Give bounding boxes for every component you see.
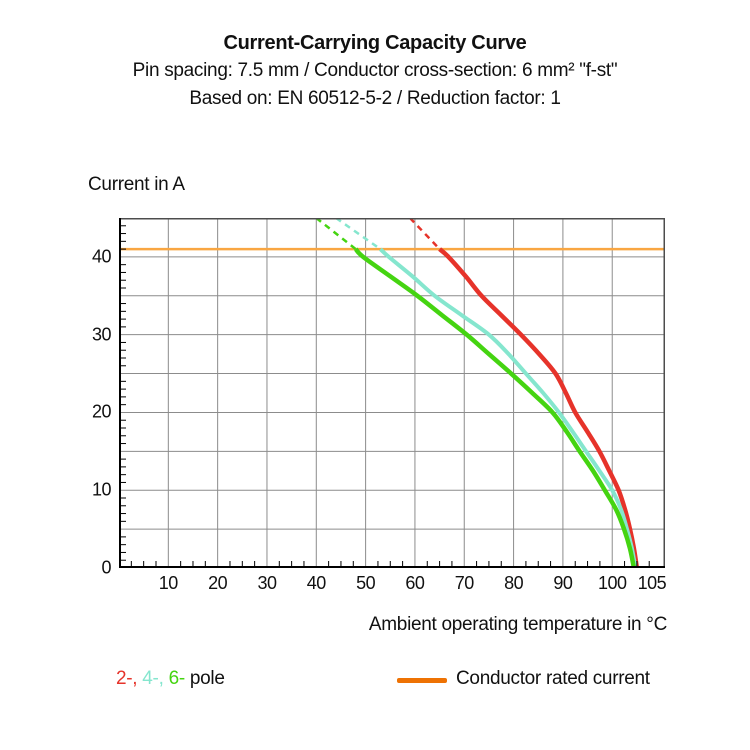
legend-row: 2-, 4-, 6- pole Conductor rated current xyxy=(0,668,750,694)
chart-title: Current-Carrying Capacity Curve xyxy=(223,32,527,54)
y-tick-label-20: 20 xyxy=(91,401,112,422)
pole-legend-item-6: 6- xyxy=(168,668,186,689)
chart-subtitle-pin-spacing: Pin spacing: 7.5 mm / Conductor cross-se… xyxy=(132,60,618,81)
x-tick-label-90: 90 xyxy=(553,573,573,593)
y-tick-label-0: 0 xyxy=(101,557,111,578)
curve-4-pole-dashed-lead xyxy=(335,218,382,251)
pole-legend: 2-, 4-, 6- pole xyxy=(116,668,230,690)
capacity-curve-plot xyxy=(119,218,665,568)
rated-current-line-swatch xyxy=(397,678,447,683)
chart-subtitle-standard: Based on: EN 60512-5-2 / Reduction facto… xyxy=(189,88,561,109)
curve-6-pole-dashed-lead xyxy=(315,218,357,251)
pole-legend-item-4: 4-, xyxy=(142,668,164,689)
x-tick-label-70: 70 xyxy=(454,573,475,593)
x-tick-label-10: 10 xyxy=(158,573,179,593)
pole-legend-suffix: pole xyxy=(189,668,225,689)
x-axis-title: Ambient operating temperature in °C xyxy=(368,614,667,635)
x-tick-label-100: 100 xyxy=(597,573,627,593)
x-tick-label-60: 60 xyxy=(405,573,425,593)
rated-current-legend-label: Conductor rated current xyxy=(456,668,650,689)
x-tick-label-80: 80 xyxy=(504,573,524,593)
curve-4-pole xyxy=(379,247,638,568)
y-axis-title: Current in A xyxy=(88,174,185,195)
x-tick-label-30: 30 xyxy=(257,573,277,593)
pole-legend-item-2: 2-, xyxy=(116,668,138,689)
y-tick-label-30: 30 xyxy=(91,324,112,345)
x-tick-label-50: 50 xyxy=(356,573,376,593)
curve-2-pole xyxy=(438,247,640,568)
curve-6-pole xyxy=(354,247,637,568)
curve-2-pole-dashed-lead xyxy=(409,218,441,250)
x-tick-label-20: 20 xyxy=(208,573,228,593)
x-tick-label-40: 40 xyxy=(306,573,327,593)
x-tick-label-105: 105 xyxy=(637,573,667,593)
y-tick-label-10: 10 xyxy=(91,479,112,500)
y-tick-label-40: 40 xyxy=(91,246,112,267)
